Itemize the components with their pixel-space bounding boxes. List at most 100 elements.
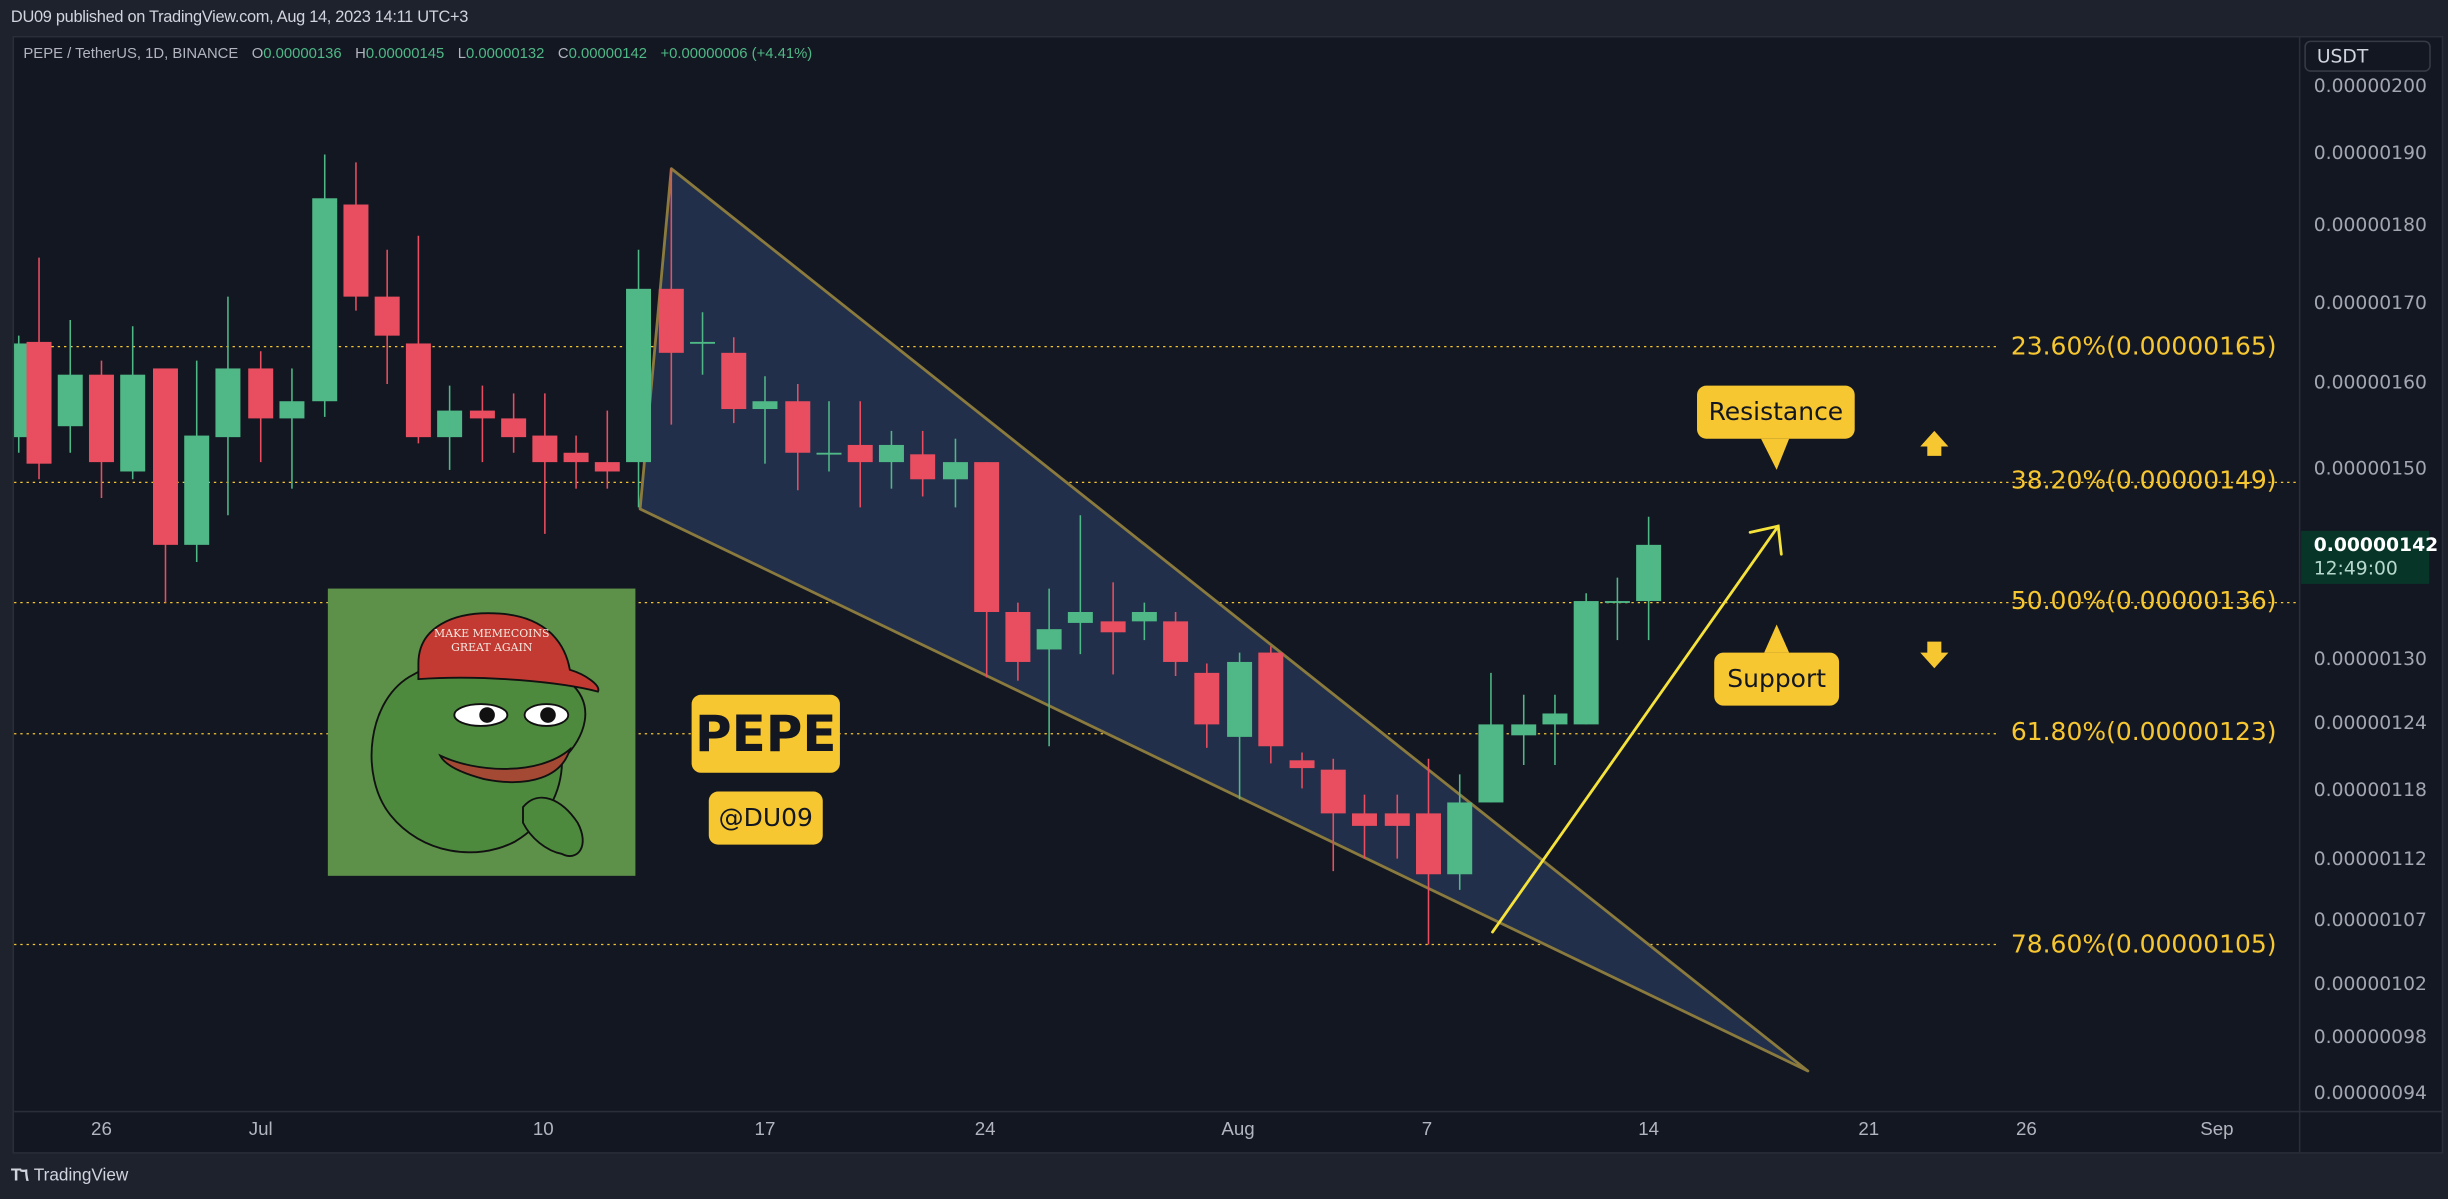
price-tick: 0.00000102 — [2313, 972, 2427, 995]
price-tick: 0.00000094 — [2313, 1081, 2427, 1104]
symbol-info[interactable]: PEPE / TetherUS, 1D, BINANCE — [23, 45, 239, 63]
arrow-up-icon — [1920, 430, 1949, 456]
falling-wedge — [638, 167, 1810, 1073]
time-tick: 26 — [2016, 1117, 2037, 1140]
time-tick: 10 — [532, 1117, 554, 1140]
candle — [501, 418, 527, 438]
time-tick: 21 — [1858, 1117, 1880, 1140]
candle — [1416, 813, 1441, 875]
candle — [1542, 713, 1568, 725]
author-handle-badge: @DU09 — [708, 791, 823, 845]
candle — [721, 352, 747, 410]
price-tick: 0.00000150 — [2313, 457, 2427, 480]
candle — [626, 288, 652, 463]
price-tick: 0.00000124 — [2313, 711, 2427, 734]
candle — [152, 368, 178, 545]
price-tick: 0.00000107 — [2313, 908, 2427, 931]
candle — [1258, 652, 1284, 747]
candle — [690, 341, 716, 344]
time-tick: Aug — [1221, 1117, 1255, 1140]
candle — [974, 462, 1000, 612]
time-tick: 17 — [754, 1117, 776, 1140]
candle — [1163, 621, 1189, 662]
price-tick: 0.00000200 — [2313, 74, 2427, 97]
candle — [1636, 544, 1662, 602]
candle — [847, 444, 873, 463]
change-value: +0.00000006 (+4.41%) — [660, 45, 813, 63]
time-tick: Sep — [2200, 1117, 2234, 1140]
candle — [785, 401, 811, 453]
time-tick: Jul — [248, 1117, 273, 1140]
price-tick: 0.00000112 — [2313, 847, 2427, 870]
svg-text:MAKE MEMECOINS: MAKE MEMECOINS — [434, 627, 550, 640]
candle — [942, 462, 968, 480]
candle — [532, 435, 558, 463]
candle — [1036, 629, 1062, 650]
candle — [1320, 769, 1346, 814]
candle — [658, 288, 684, 353]
candle — [1100, 621, 1126, 633]
price-tick: 0.00000160 — [2313, 371, 2427, 394]
candle — [1573, 601, 1599, 725]
resistance-callout: Resistance — [1697, 385, 1855, 439]
publish-info: DU09 published on TradingView.com, Aug 1… — [10, 7, 469, 27]
currency-button[interactable]: USDT — [2304, 40, 2431, 72]
time-tick: 24 — [974, 1117, 996, 1140]
candle — [374, 296, 400, 336]
price-tick: 0.00000190 — [2313, 142, 2427, 164]
candle — [1131, 611, 1157, 622]
fib-label-618: 61.80%(0.00000123) — [2010, 716, 2277, 747]
price-tick: 0.00000170 — [2313, 291, 2427, 314]
candle — [1478, 724, 1504, 803]
candle — [594, 462, 620, 472]
candle — [120, 374, 146, 472]
candle — [57, 374, 83, 427]
candle — [1351, 813, 1377, 826]
candle — [26, 341, 52, 464]
candle — [1384, 813, 1410, 826]
candle — [215, 368, 241, 438]
candle — [248, 368, 274, 419]
time-tick: 26 — [91, 1117, 112, 1140]
price-tick: 0.00000118 — [2313, 779, 2427, 801]
candle — [1005, 611, 1031, 662]
current-price-tag: 0.00000142 12:49:00 — [2301, 530, 2438, 584]
arrow-down-icon — [1920, 641, 1949, 669]
candle — [910, 454, 936, 480]
fib-label-500: 50.00%(0.00000136) — [2010, 585, 2277, 616]
price-tick: 0.00000130 — [2313, 647, 2427, 670]
candle — [279, 401, 305, 419]
time-tick: 7 — [1421, 1117, 1433, 1140]
candle — [816, 452, 842, 455]
candle — [563, 452, 589, 463]
price-tick: 0.00000098 — [2313, 1025, 2427, 1048]
candle — [1604, 601, 1630, 603]
tradingview-logo-icon: T٦ — [10, 1166, 31, 1185]
breakout-arrow-icon — [1491, 524, 1783, 934]
close-value: 0.00000142 — [568, 45, 648, 63]
candle — [1067, 611, 1093, 623]
candle — [405, 343, 431, 438]
low-value: 0.00000132 — [466, 45, 545, 63]
fib-label-236: 23.60%(0.00000165) — [2010, 330, 2277, 361]
candle — [1289, 760, 1315, 769]
candles — [14, 154, 1662, 945]
fib-label-786: 78.60%(0.00000105) — [2010, 928, 2277, 959]
candle — [1511, 724, 1537, 736]
candle — [752, 401, 778, 410]
candle — [312, 198, 338, 402]
svg-text:GREAT AGAIN: GREAT AGAIN — [451, 641, 533, 654]
price-tick: 0.00000180 — [2313, 213, 2427, 236]
candle — [1194, 672, 1220, 725]
time-tick: 14 — [1638, 1117, 1660, 1140]
tradingview-logo[interactable]: T٦ TradingView — [10, 1166, 129, 1185]
candle — [1227, 661, 1253, 737]
candle — [184, 435, 210, 545]
candle — [469, 410, 495, 419]
bar-countdown: 12:49:00 — [2313, 557, 2398, 580]
ohlc-legend: PEPE / TetherUS, 1D, BINANCE O0.00000136… — [23, 45, 813, 63]
candle — [343, 204, 369, 297]
candle — [878, 444, 904, 463]
